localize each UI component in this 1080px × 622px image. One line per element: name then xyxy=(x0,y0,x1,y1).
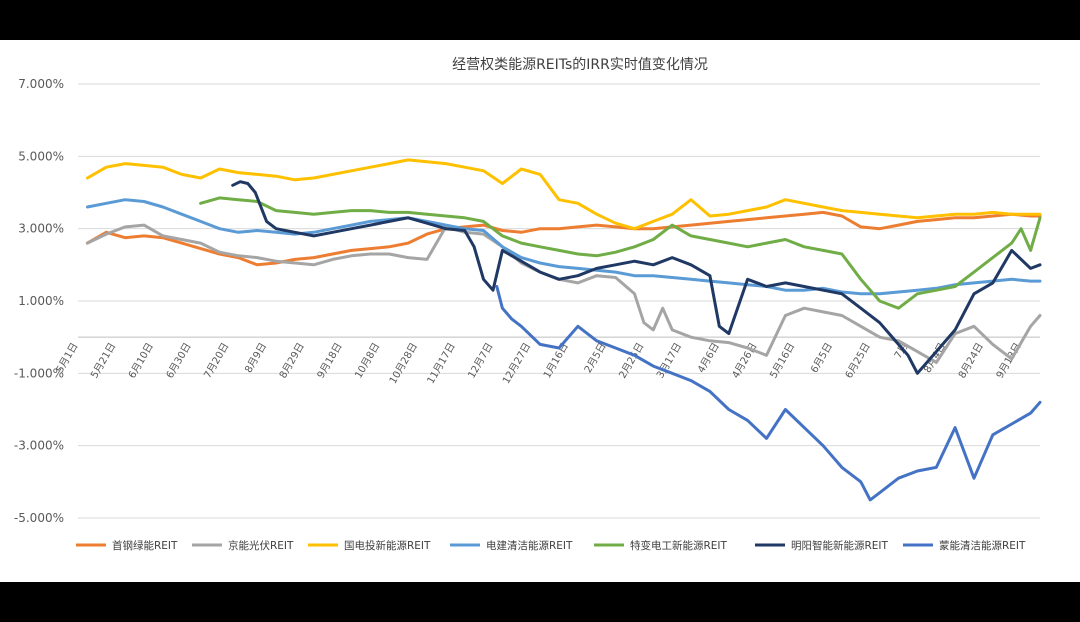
legend-label: 国电投新能源REIT xyxy=(344,539,431,552)
y-tick-label: 1.000% xyxy=(18,294,64,308)
legend-label: 明阳智能新能源REIT xyxy=(791,539,889,552)
series-line-1 xyxy=(85,210,1042,267)
y-tick-label: 5.000% xyxy=(18,149,64,163)
legend-label: 蒙能清洁能源REIT xyxy=(939,539,1026,552)
series-line-3 xyxy=(85,158,1042,231)
chart-title: 经营权类能源REITs的IRR实时值变化情况 xyxy=(452,57,708,73)
legend-label: 电建清洁能源REIT xyxy=(486,539,573,552)
series-lines xyxy=(85,158,1042,502)
x-tick-label: 7月20日 xyxy=(202,341,232,381)
irr-line-chart: 经营权类能源REITs的IRR实时值变化情况 7.000% 5.000% 3.000… xyxy=(14,57,1042,552)
series-line-6 xyxy=(231,180,1042,375)
x-tick-label: 6月25日 xyxy=(843,341,873,381)
x-tick-label: 6月30日 xyxy=(164,341,194,381)
series-line-5 xyxy=(199,196,1042,310)
x-tick-label: 2月5日 xyxy=(582,341,609,375)
chart-panel: 经营权类能源REITs的IRR实时值变化情况 7.000% 5.000% 3.000… xyxy=(0,40,1080,582)
y-tick-label: 7.000% xyxy=(18,77,64,91)
x-tick-label: 3月17日 xyxy=(654,341,684,381)
legend-label: 京能光伏REIT xyxy=(228,539,294,552)
x-tick-label: 12月27日 xyxy=(500,341,533,386)
y-tick-label: -3.000% xyxy=(14,439,64,453)
x-tick-label: 8月29日 xyxy=(277,341,307,381)
y-axis: 7.000% 5.000% 3.000% 1.000% -1.000% -3.000% -5… xyxy=(14,77,64,525)
x-tick-label: 8月24日 xyxy=(956,341,986,381)
x-tick-label: 5月21日 xyxy=(88,341,118,381)
y-tick-label: 3.000% xyxy=(18,222,64,236)
y-tick-label: -5.000% xyxy=(14,511,64,525)
x-tick-label: 8月9日 xyxy=(242,341,269,375)
series-line-7 xyxy=(495,285,1042,502)
x-tick-label: 12月7日 xyxy=(466,341,496,381)
x-tick-label: 10月8日 xyxy=(352,341,382,381)
y-tick-label: -1.000% xyxy=(14,366,64,380)
series-line-4 xyxy=(85,198,1042,296)
x-tick-label: 6月5日 xyxy=(808,341,835,375)
x-tick-label: 5月1日 xyxy=(54,341,81,375)
grid xyxy=(78,83,1040,519)
x-tick-label: 6月10日 xyxy=(126,341,156,381)
x-tick-label: 10月28日 xyxy=(387,341,420,386)
legend-label: 首钢绿能REIT xyxy=(112,539,178,552)
series-line-2 xyxy=(85,223,1042,364)
legend-label: 特变电工新能源REIT xyxy=(630,539,728,552)
x-tick-label: 4月6日 xyxy=(695,341,722,375)
x-tick-label: 11月17日 xyxy=(425,341,458,386)
legend: 首钢绿能REIT 京能光伏REIT 国电投新能源REIT 电建清洁能源REIT 特变电工… xyxy=(76,539,1026,552)
x-tick-label: 9月18日 xyxy=(315,341,345,381)
